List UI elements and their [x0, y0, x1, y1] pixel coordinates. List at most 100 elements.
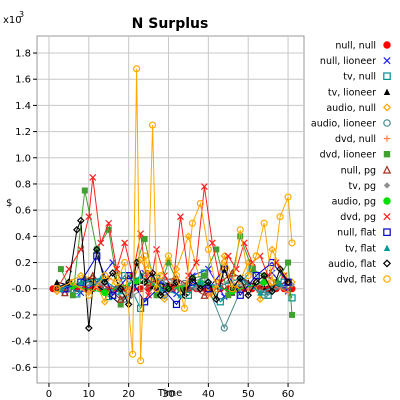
data-point — [244, 291, 253, 300]
data-point — [144, 265, 153, 273]
data-point — [284, 278, 292, 287]
data-point — [212, 295, 221, 304]
data-point — [228, 268, 237, 277]
data-point — [204, 245, 212, 254]
data-point — [165, 259, 172, 266]
legend-item: audio, null — [326, 103, 392, 114]
data-point — [244, 272, 252, 280]
data-point — [288, 294, 296, 302]
legend-item: dvd, flat — [337, 275, 391, 286]
legend-label: null, null — [335, 41, 376, 52]
data-point — [276, 265, 284, 273]
y-multiplier-label: x10 — [3, 15, 22, 26]
data-point — [268, 278, 276, 286]
series-15 — [53, 65, 296, 365]
x-tick-label: 60 — [282, 389, 295, 400]
legend-marker — [383, 88, 391, 95]
data-point — [153, 292, 160, 299]
data-point — [236, 291, 244, 299]
legend-label: tv, flat — [345, 243, 376, 254]
data-point — [220, 324, 228, 332]
data-point — [264, 272, 272, 280]
legend-label: dvd, pg — [340, 212, 376, 223]
legend-marker — [383, 228, 391, 237]
data-point — [148, 121, 157, 129]
data-point — [85, 213, 93, 221]
data-point — [69, 278, 77, 286]
data-point — [289, 311, 296, 318]
legend-marker — [382, 165, 392, 174]
series-line — [56, 68, 293, 361]
legend-marker — [383, 119, 391, 127]
legend-item: dvd, null — [335, 134, 391, 145]
data-point — [73, 225, 81, 234]
data-point — [116, 294, 125, 303]
data-point — [137, 357, 145, 365]
data-point — [204, 278, 213, 287]
legend-item: tv, null — [343, 72, 391, 83]
data-point — [237, 233, 244, 240]
data-point — [101, 289, 109, 297]
data-point — [288, 239, 296, 247]
data-point — [85, 291, 93, 299]
data-point — [257, 289, 264, 296]
data-point — [121, 239, 129, 247]
data-point — [213, 246, 220, 253]
legend-label: audio, lioneer — [311, 119, 376, 130]
data-point — [277, 280, 284, 287]
data-point — [180, 291, 189, 300]
y-tick-label: 0.4 — [15, 232, 31, 243]
legend-label: dvd, null — [335, 134, 376, 145]
legend-item: dvd, lioneer — [320, 150, 391, 161]
legend-label: tv, pg — [349, 181, 376, 192]
data-point — [69, 292, 76, 299]
data-point — [252, 252, 260, 260]
data-point — [193, 285, 200, 292]
legend-item: tv, lioneer — [328, 87, 391, 98]
y-tick-label: 1.6 — [15, 75, 31, 86]
data-point — [101, 272, 109, 280]
y-tick-label: -0.6 — [11, 363, 31, 374]
data-point — [201, 272, 208, 279]
legend-item: null, pg — [341, 165, 392, 176]
data-point — [116, 284, 125, 293]
data-point — [172, 300, 181, 309]
data-point — [188, 219, 197, 227]
data-point — [228, 285, 236, 293]
legend-marker — [383, 197, 391, 205]
y-tick-label: 1.8 — [15, 49, 31, 60]
y-tick-label: 0.8 — [15, 179, 31, 190]
legend-marker — [383, 56, 391, 65]
data-point — [121, 272, 129, 280]
y-tick-label: 1.4 — [15, 101, 31, 112]
data-point — [212, 285, 220, 293]
data-point — [249, 266, 256, 273]
legend-marker — [383, 41, 391, 49]
data-point — [108, 269, 117, 277]
series-line — [64, 254, 289, 306]
data-point — [208, 239, 216, 247]
data-point — [113, 278, 121, 286]
data-point — [117, 301, 124, 308]
data-point — [100, 278, 109, 287]
data-point — [133, 65, 141, 73]
data-point — [156, 291, 165, 300]
data-point — [77, 279, 84, 286]
legend-label: tv, null — [343, 72, 376, 83]
y-axis-label: $ — [6, 198, 12, 209]
data-point — [164, 284, 173, 293]
legend-marker — [382, 259, 392, 268]
data-point — [105, 226, 112, 233]
data-point — [97, 275, 104, 282]
data-point — [184, 232, 193, 241]
legend-item: audio, lioneer — [311, 119, 391, 130]
data-point — [145, 291, 153, 299]
data-point — [121, 258, 129, 267]
legend-marker — [383, 151, 391, 158]
data-point — [137, 304, 145, 312]
legend-label: null, lioneer — [320, 56, 376, 67]
data-point — [284, 193, 292, 201]
data-point — [268, 287, 276, 296]
legend-marker — [383, 244, 391, 251]
data-point — [105, 219, 113, 227]
